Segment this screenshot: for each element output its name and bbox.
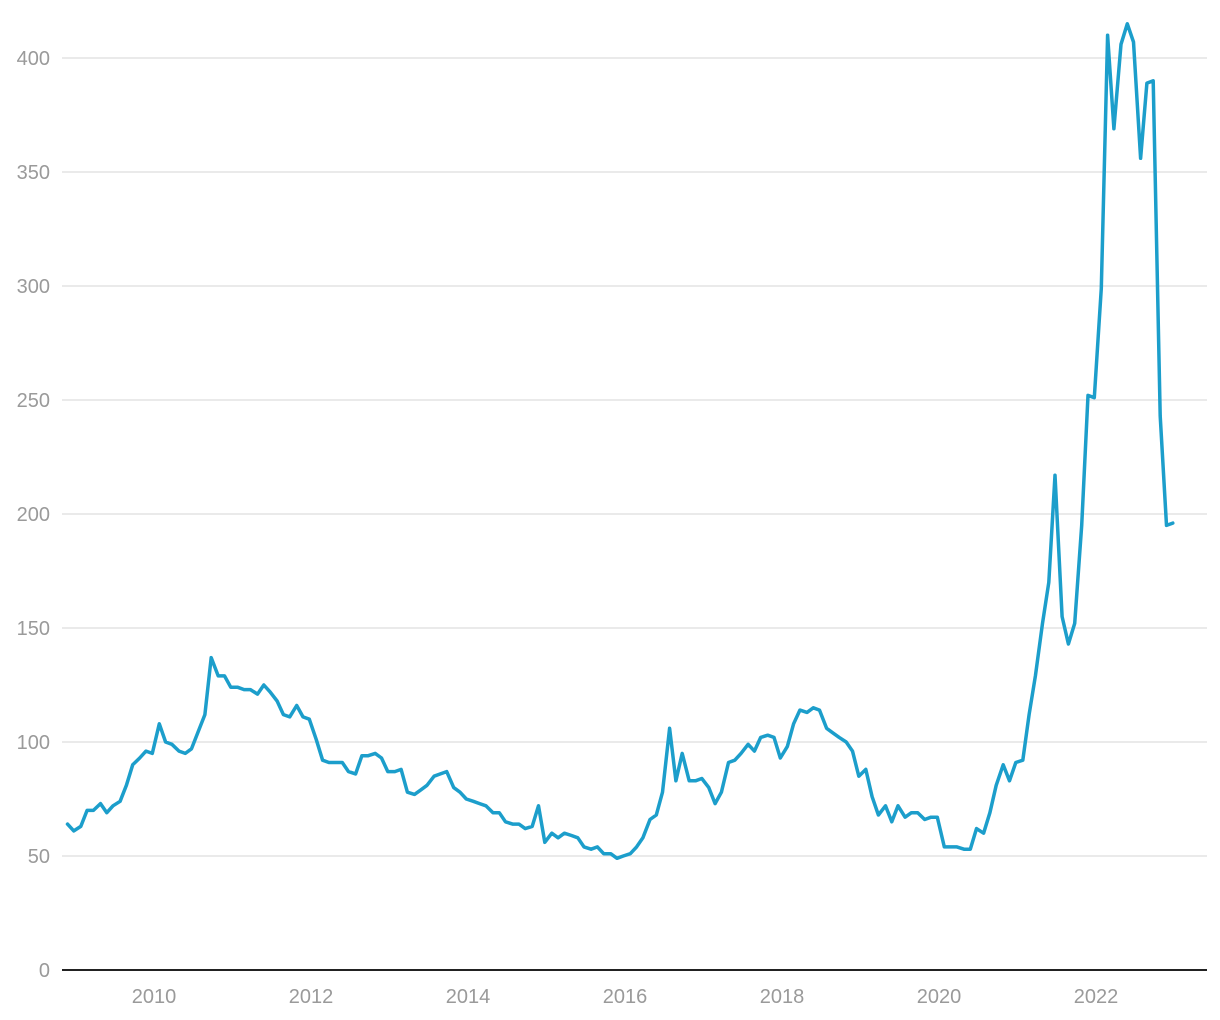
y-tick-label: 400 bbox=[17, 48, 50, 70]
y-tick-label: 150 bbox=[17, 618, 50, 640]
y-tick-label: 0 bbox=[39, 960, 50, 982]
y-tick-label: 50 bbox=[28, 846, 50, 868]
series-line-1 bbox=[65, 22, 1175, 861]
x-tick-label: 2018 bbox=[760, 986, 805, 1008]
y-tick-label: 200 bbox=[17, 504, 50, 526]
y-tick-label: 350 bbox=[17, 162, 50, 184]
x-tick-label: 2010 bbox=[132, 986, 177, 1008]
series-group bbox=[65, 22, 1175, 861]
x-tick-label: 2014 bbox=[446, 986, 491, 1008]
x-tick-label: 2020 bbox=[917, 986, 962, 1008]
x-tick-label: 2012 bbox=[289, 986, 334, 1008]
y-axis-tick-labels: 0 50 100 150 200 250 300 350 400 bbox=[17, 48, 50, 982]
x-tick-label: 2016 bbox=[603, 986, 648, 1008]
y-tick-label: 250 bbox=[17, 390, 50, 412]
y-tick-label: 300 bbox=[17, 276, 50, 298]
x-tick-label: 2022 bbox=[1074, 986, 1119, 1008]
y-tick-label: 100 bbox=[17, 732, 50, 754]
gridlines bbox=[62, 57, 1207, 857]
x-axis-tick-labels: 2010 2012 2014 2016 2018 2020 2022 bbox=[132, 986, 1119, 1008]
